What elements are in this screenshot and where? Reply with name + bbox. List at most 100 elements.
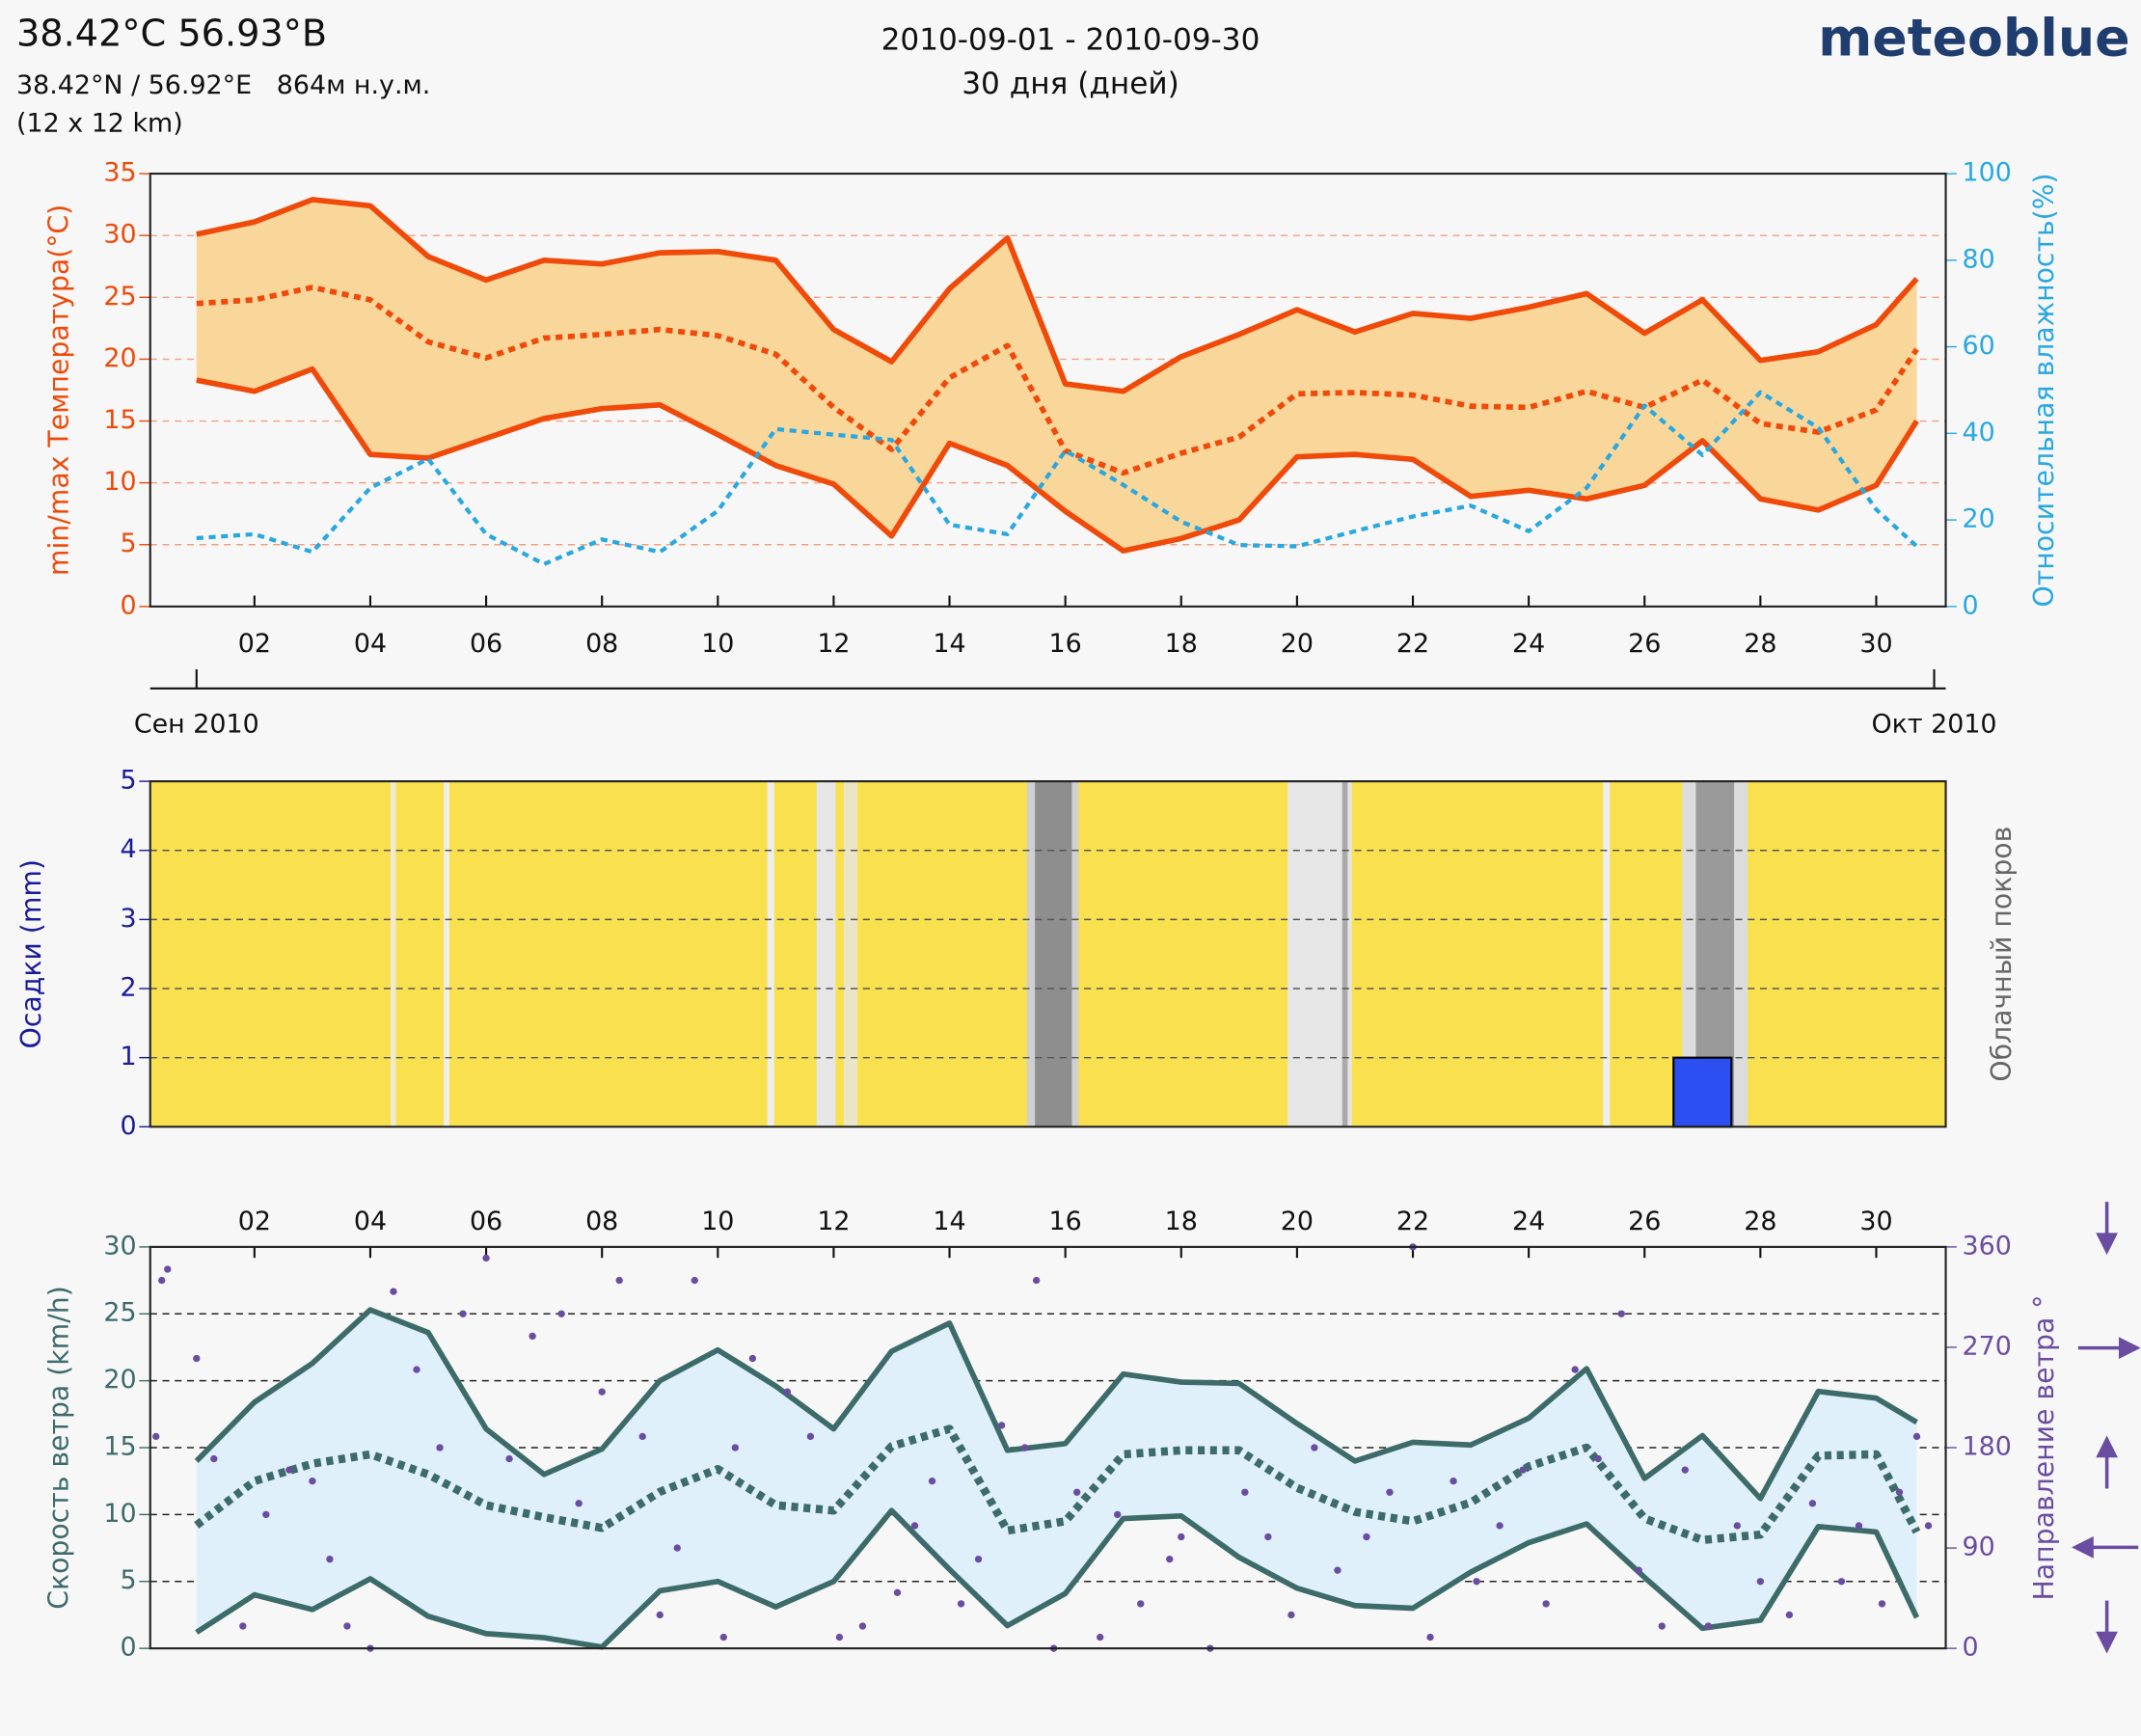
direction-dot xyxy=(893,1588,902,1597)
direction-dot xyxy=(748,1354,757,1363)
range-band xyxy=(196,199,1917,552)
direction-dot xyxy=(1363,1533,1370,1541)
x-tick-label: 12 xyxy=(817,1207,850,1236)
y-tick-label: 15 xyxy=(103,405,136,435)
y-tick-label: 2 xyxy=(120,973,136,1003)
direction-dot xyxy=(1311,1444,1318,1451)
direction-dot xyxy=(1785,1611,1794,1619)
direction-dot xyxy=(1733,1522,1742,1530)
period: 2010-09-01 - 2010-09-30 xyxy=(881,23,1260,58)
x-tick-label: 02 xyxy=(238,1207,271,1236)
y2-tick-label: 180 xyxy=(1963,1432,2012,1462)
direction-dot xyxy=(1658,1622,1666,1630)
direction-dot xyxy=(731,1444,740,1451)
direction-dot xyxy=(1178,1533,1185,1541)
x-tick-label: 02 xyxy=(238,629,271,659)
direction-dot xyxy=(1020,1444,1029,1451)
direction-dot xyxy=(1386,1488,1394,1496)
direction-dot xyxy=(1496,1522,1504,1530)
y2-tick-label: 20 xyxy=(1963,504,1995,534)
y2-axis-label: Облачный покров xyxy=(1986,827,2018,1082)
cloud-band xyxy=(444,781,449,1127)
arrow-head xyxy=(2118,1337,2141,1360)
direction-dot xyxy=(1473,1578,1480,1586)
logo: meteoblue xyxy=(1818,7,2129,68)
direction-dot xyxy=(239,1622,247,1630)
y2-tick-label: 270 xyxy=(1963,1331,2012,1361)
x-tick-label: 24 xyxy=(1512,1207,1545,1236)
x-tick-label: 04 xyxy=(354,629,387,659)
direction-dot xyxy=(528,1332,536,1341)
x-tick-label: 06 xyxy=(470,629,502,659)
direction-dot xyxy=(1097,1633,1104,1641)
direction-dot xyxy=(1334,1566,1342,1574)
direction-dot xyxy=(957,1600,965,1608)
y-tick-label: 25 xyxy=(103,1298,136,1328)
direction-dot xyxy=(615,1276,623,1285)
series-line xyxy=(195,1507,1920,1650)
x-tick-label: 20 xyxy=(1281,1207,1314,1236)
x-tick-label: 18 xyxy=(1165,1207,1198,1236)
y2-tick-label: 360 xyxy=(1963,1231,2012,1261)
direction-dot xyxy=(1594,1454,1602,1463)
direction-dot xyxy=(806,1432,815,1441)
direction-dot xyxy=(210,1454,218,1463)
direction-dot xyxy=(1912,1432,1921,1441)
x-tick-label: 30 xyxy=(1859,1207,1892,1236)
y2-tick-label: 40 xyxy=(1963,418,1995,448)
direction-dot xyxy=(598,1388,606,1396)
cloud-band xyxy=(390,781,396,1127)
plot-frame xyxy=(149,172,1947,608)
direction-dot xyxy=(390,1288,397,1295)
y2-tick-label: 0 xyxy=(1963,1633,1979,1663)
y2-axis-label: Относительная влажность(%) xyxy=(2028,173,2060,607)
x-tick-label: 06 xyxy=(470,1207,502,1236)
direction-dot xyxy=(575,1500,583,1507)
direction-dot xyxy=(1114,1510,1122,1519)
y-tick-label: 5 xyxy=(120,529,136,558)
resolution: (12 x 12 km) xyxy=(16,109,183,139)
direction-dot xyxy=(1878,1600,1886,1608)
y-tick-label: 35 xyxy=(103,158,136,188)
location-title: 38.42°C 56.93°B xyxy=(16,14,327,56)
direction-dot xyxy=(285,1466,293,1474)
y-tick-label: 10 xyxy=(103,467,136,497)
cloud-cover xyxy=(149,781,1946,1127)
direction-dot xyxy=(1837,1578,1846,1586)
direction-dot xyxy=(1635,1566,1642,1574)
direction-dot xyxy=(1808,1500,1817,1507)
series-line xyxy=(194,1307,1918,1502)
x-tick-label: 28 xyxy=(1744,629,1776,659)
x-tick-label: 30 xyxy=(1859,629,1892,659)
month-label: Окт 2010 xyxy=(1871,710,1996,740)
direction-dot xyxy=(673,1544,681,1552)
direction-arrows xyxy=(2072,1202,2141,1654)
direction-dot xyxy=(459,1310,467,1317)
y-tick-label: 20 xyxy=(103,343,136,373)
direction-dot xyxy=(1895,1488,1904,1496)
direction-dot xyxy=(719,1633,727,1641)
arrow-head xyxy=(2096,1631,2118,1654)
y2-tick-label: 100 xyxy=(1963,158,2012,188)
arrow-head xyxy=(2096,1233,2118,1256)
y2-tick-label: 90 xyxy=(1963,1533,1995,1562)
direction-dot xyxy=(413,1366,420,1373)
y-tick-label: 1 xyxy=(120,1042,136,1071)
y2-tick-label: 0 xyxy=(1963,590,1979,620)
x-tick-label: 24 xyxy=(1512,629,1545,659)
direction-dot xyxy=(193,1354,201,1363)
direction-dot xyxy=(858,1622,867,1630)
series-line xyxy=(196,197,1919,394)
direction-dot xyxy=(1924,1522,1933,1530)
y-axis-label: Скорость ветра (km/h) xyxy=(42,1286,74,1610)
x-tick-label: 08 xyxy=(585,629,618,659)
direction-dot xyxy=(997,1422,1006,1429)
x-tick-label: 16 xyxy=(1049,629,1082,659)
direction-dot xyxy=(638,1432,646,1441)
x-tick-label: 26 xyxy=(1628,1207,1661,1236)
arrow-head xyxy=(2096,1435,2118,1458)
y-tick-label: 10 xyxy=(103,1499,136,1529)
direction-dot xyxy=(1264,1533,1272,1541)
